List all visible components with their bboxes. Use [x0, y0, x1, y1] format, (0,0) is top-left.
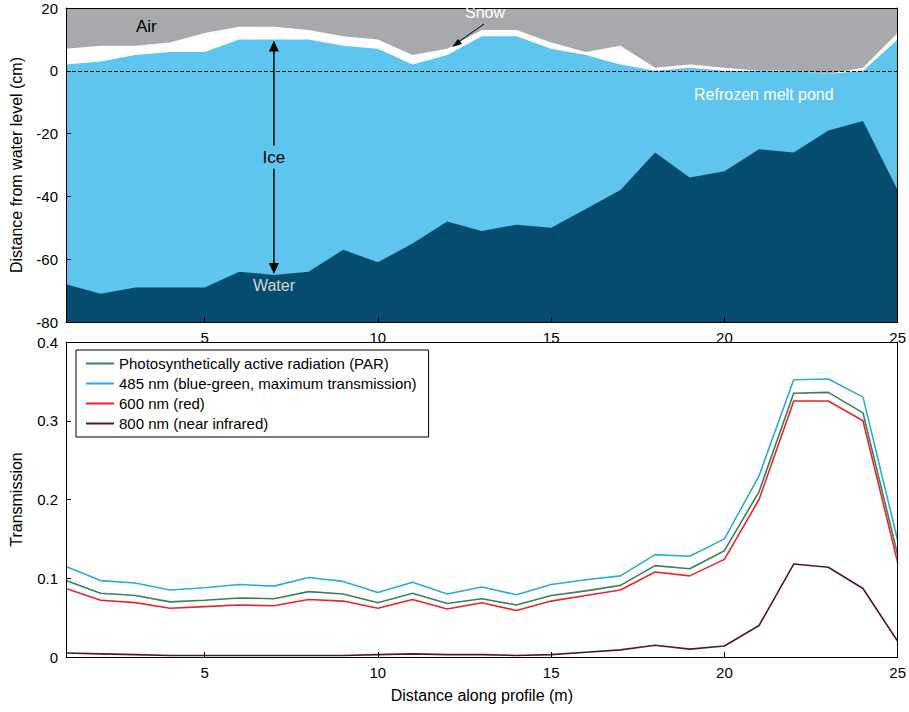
svg-text:Distance from water level (cm): Distance from water level (cm)	[8, 57, 25, 273]
svg-text:-60: -60	[36, 251, 58, 268]
svg-text:800 nm (near infrared): 800 nm (near infrared)	[119, 415, 268, 432]
svg-text:20: 20	[716, 664, 733, 681]
svg-text:-80: -80	[36, 314, 58, 331]
svg-text:0: 0	[50, 62, 58, 79]
svg-text:0.3: 0.3	[37, 412, 58, 429]
svg-text:600 nm (red): 600 nm (red)	[119, 395, 205, 412]
svg-text:485 nm (blue-green, maximum tr: 485 nm (blue-green, maximum transmission…	[119, 375, 417, 392]
svg-text:Snow: Snow	[465, 4, 505, 21]
svg-text:5: 5	[200, 329, 208, 346]
svg-text:0.1: 0.1	[37, 570, 58, 587]
svg-text:Ice: Ice	[263, 148, 286, 167]
svg-text:Refrozen melt pond: Refrozen melt pond	[694, 86, 834, 103]
svg-text:0.2: 0.2	[37, 491, 58, 508]
svg-text:-40: -40	[36, 188, 58, 205]
svg-text:Photosynthetically active radi: Photosynthetically active radiation (PAR…	[119, 355, 389, 372]
svg-text:10: 10	[370, 664, 387, 681]
svg-text:5: 5	[200, 664, 208, 681]
svg-text:25: 25	[889, 329, 906, 346]
svg-text:Transmission: Transmission	[8, 452, 25, 547]
svg-text:25: 25	[889, 664, 906, 681]
svg-text:-20: -20	[36, 125, 58, 142]
svg-text:10: 10	[370, 329, 387, 346]
svg-text:0.4: 0.4	[37, 334, 58, 351]
svg-text:20: 20	[41, 0, 58, 17]
svg-text:0: 0	[50, 649, 58, 666]
svg-text:Water: Water	[253, 277, 296, 294]
svg-text:Distance along profile (m): Distance along profile (m)	[391, 687, 573, 704]
svg-text:15: 15	[543, 329, 560, 346]
svg-text:Air: Air	[136, 17, 157, 36]
svg-text:20: 20	[716, 329, 733, 346]
svg-text:15: 15	[543, 664, 560, 681]
